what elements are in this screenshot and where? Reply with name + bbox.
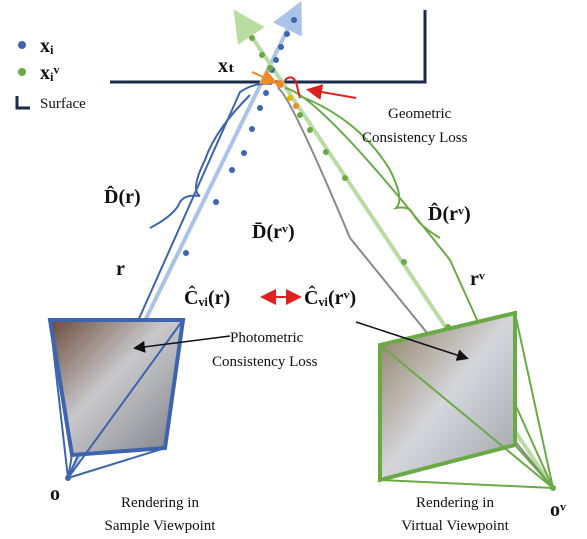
color-label: Ĉᵥᵢ(r) (184, 284, 230, 309)
caption: Rendering in (416, 495, 494, 511)
virtual-color-label: Ĉᵥᵢ(rᵛ) (304, 284, 356, 309)
photometric-label: Photometric (230, 330, 304, 346)
target-label: xₜ (218, 55, 235, 77)
virtual-origin-label: oᵛ (550, 499, 566, 521)
virtual-origin (550, 485, 556, 491)
depth-label: D̂(r) (104, 184, 141, 208)
target-point (276, 80, 284, 88)
point (293, 103, 299, 109)
mean-depth-label: D̄(rᵛ) (252, 221, 295, 243)
virtual-image (380, 313, 515, 480)
legend-dot (18, 68, 26, 76)
legend-icon (17, 96, 30, 108)
geometric-label: Consistency Loss (362, 130, 468, 146)
caption: Rendering in (121, 495, 199, 511)
ray-label: r (116, 258, 125, 280)
caption: Virtual Viewpoint (401, 518, 509, 534)
legend-label: Surface (40, 96, 86, 112)
origin-label: o (50, 483, 60, 505)
origin (65, 475, 71, 481)
point (287, 95, 293, 101)
caption: Sample Viewpoint (105, 518, 217, 534)
arrow (310, 90, 356, 98)
legend-dot (18, 41, 26, 49)
virtual-depth-label: D̂(rᵛ) (428, 201, 471, 225)
photometric-label: Consistency Loss (212, 354, 318, 370)
legend-label: xᵢᵛ (40, 62, 60, 84)
geometric-label: Geometric (388, 106, 452, 122)
sample-image (50, 320, 183, 455)
diagram: xᵢ xᵢᵛ Surface xₜ Geometric Consistency … (0, 0, 587, 539)
virtual-ray-label: rᵛ (470, 268, 485, 290)
legend-label: xᵢ (40, 35, 54, 57)
